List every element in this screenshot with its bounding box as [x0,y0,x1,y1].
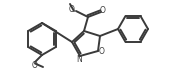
Text: O: O [100,6,106,15]
Text: O: O [32,61,37,70]
Text: O: O [99,47,105,57]
Text: N: N [76,55,82,64]
Text: O: O [69,5,75,15]
